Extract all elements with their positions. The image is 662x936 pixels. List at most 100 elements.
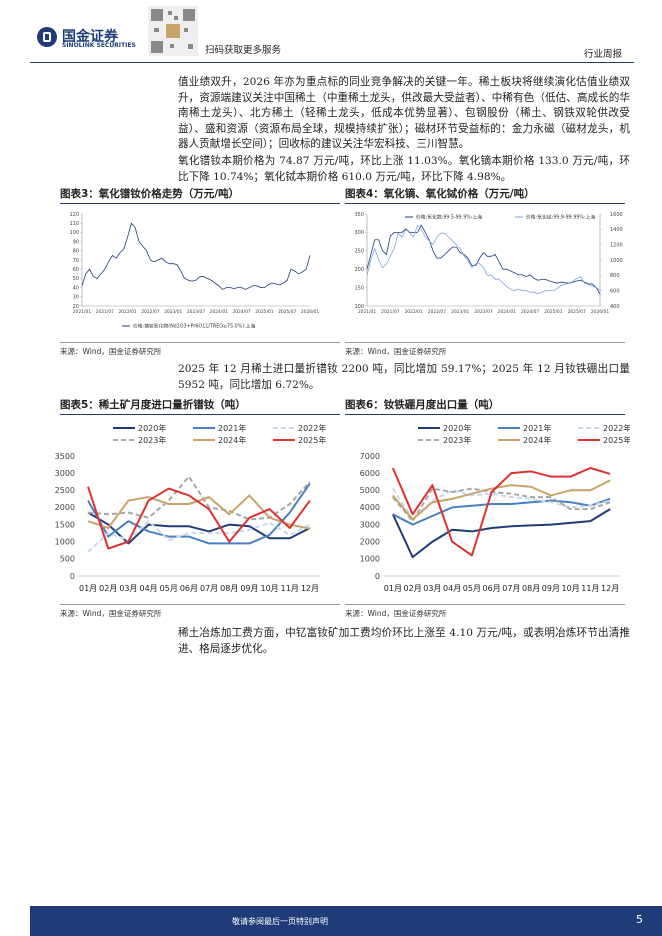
legend-label: 2024年 xyxy=(218,435,246,445)
chart: 100 150 200 250 300 350 400 600 800 1000 1200 1400 1… xyxy=(354,212,623,315)
series-line xyxy=(81,222,311,290)
x-tick-label: 01月 xyxy=(384,584,402,593)
paragraph: 值业绩双升，2026 年亦为重点标的同业竞争解决的关键一年。稀土板块将继续演化估… xyxy=(178,76,630,151)
x-tick-label: 2024/01 xyxy=(498,309,516,315)
x-tick-label: 08月 xyxy=(522,584,540,593)
source: 来源：Wind，国金证券研究所 xyxy=(345,342,625,357)
y-tick-label: 2000 xyxy=(360,538,380,547)
x-tick-label: 2021/01 xyxy=(358,309,376,315)
x-tick-label: 02月 xyxy=(404,584,422,593)
footer-bar xyxy=(30,906,662,936)
legend-label: 2020年 xyxy=(138,423,166,433)
y-tick-label: 3000 xyxy=(360,520,380,529)
y-tick-label: 110 xyxy=(69,221,79,227)
y-tick-label: 2500 xyxy=(55,486,75,495)
x-tick-label: 03月 xyxy=(423,584,441,593)
footer-disclaimer: 敬请参阅最后一页特别声明 xyxy=(232,917,328,926)
series-line xyxy=(87,494,311,530)
series-line xyxy=(392,497,611,526)
x-tick-label: 2025/07 xyxy=(278,309,296,315)
y-tick-label: 7000 xyxy=(360,452,380,461)
qr-code xyxy=(148,6,198,56)
legend-label: 价格:镨钕氧化物(Nd2O3+Pr6O11/TREO≥75.0%):上海 xyxy=(133,323,256,330)
y-tick-label: 90 xyxy=(73,239,79,245)
chart: 0 500 1000 1500 2000 2500 3000 3500 01月 02月 03月 04月… xyxy=(55,423,327,593)
source: 来源：Wind，国金证券研究所 xyxy=(345,604,625,619)
legend-label: 价格:氧化镝:99.5-99.9%:上海 xyxy=(416,214,482,221)
x-tick-label: 2022/07 xyxy=(428,309,446,315)
x-tick-label: 2025/01 xyxy=(544,309,562,315)
y-tick-label: 1500 xyxy=(55,520,75,529)
page-number: 5 xyxy=(636,913,643,926)
header-rule xyxy=(30,62,634,63)
x-tick-label: 09月 xyxy=(542,584,560,593)
series-line xyxy=(366,225,601,295)
x-tick-label: 07月 xyxy=(200,584,218,593)
x-tick-label: 07月 xyxy=(502,584,520,593)
x-tick-label: 2025/07 xyxy=(568,309,586,315)
y-tick-label: 100 xyxy=(354,304,364,310)
figure-title: 图表4：氧化镝、氧化铽价格（万元/吨） xyxy=(345,186,625,204)
series-line xyxy=(87,482,311,545)
x-tick-label: 2024/01 xyxy=(210,309,228,315)
y-tick-label: 20 xyxy=(73,304,79,310)
y2-tick-label: 1600 xyxy=(610,212,623,218)
series-line xyxy=(392,487,611,523)
x-tick-label: 06月 xyxy=(180,584,198,593)
y-tick-label: 0 xyxy=(375,572,380,581)
x-tick-label: 2024/07 xyxy=(521,309,539,315)
legend-label: 2021年 xyxy=(523,423,551,433)
qr-caption: 扫码获取更多服务 xyxy=(205,45,282,56)
y-tick-label: 150 xyxy=(354,285,364,291)
x-tick-label: 2021/01 xyxy=(73,309,91,315)
source: 来源：Wind，国金证券研究所 xyxy=(60,604,340,619)
x-tick-label: 11月 xyxy=(281,584,299,593)
x-tick-label: 10月 xyxy=(260,584,278,593)
y2-tick-label: 800 xyxy=(610,273,620,279)
y-tick-label: 3500 xyxy=(55,452,75,461)
x-tick-label: 2026/01 xyxy=(301,309,319,315)
y-tick-label: 1000 xyxy=(55,538,75,547)
legend-label: 2023年 xyxy=(443,435,471,445)
series-line xyxy=(87,486,311,550)
x-tick-label: 09月 xyxy=(240,584,258,593)
figure-title: 图表3：氧化镨钕价格走势（万元/吨） xyxy=(60,186,340,204)
y-tick-label: 500 xyxy=(60,555,75,564)
y-tick-label: 4000 xyxy=(360,503,380,512)
x-tick-label: 02月 xyxy=(99,584,117,593)
series-line xyxy=(392,479,611,521)
x-tick-label: 05月 xyxy=(160,584,178,593)
y-tick-label: 250 xyxy=(354,249,364,255)
y-tick-label: 3000 xyxy=(55,469,75,478)
series-line xyxy=(87,475,311,521)
x-tick-label: 2022/01 xyxy=(404,309,422,315)
x-tick-label: 2023/01 xyxy=(451,309,469,315)
x-tick-label: 2022/01 xyxy=(118,309,136,315)
report-type: 行业周报 xyxy=(584,49,623,60)
y-tick-label: 70 xyxy=(73,258,79,264)
y-tick-label: 80 xyxy=(73,249,79,255)
y2-tick-label: 400 xyxy=(610,304,620,310)
x-tick-label: 08月 xyxy=(220,584,238,593)
y-tick-label: 60 xyxy=(73,267,79,273)
paragraph: 稀土冶炼加工费方面，中钇富钕矿加工费均价环比上涨至 4.10 万元/吨，或表明冶… xyxy=(178,627,630,655)
series-line xyxy=(392,488,611,521)
x-tick-label: 04月 xyxy=(139,584,157,593)
legend-label: 2022年 xyxy=(603,423,630,433)
y2-tick-label: 1200 xyxy=(610,242,623,248)
x-tick-label: 2024/07 xyxy=(232,309,250,315)
y-tick-label: 5000 xyxy=(360,486,380,495)
legend-label: 2024年 xyxy=(523,435,551,445)
x-tick-label: 10月 xyxy=(562,584,580,593)
y-tick-label: 50 xyxy=(73,276,79,282)
x-tick-label: 01月 xyxy=(79,584,97,593)
legend-label: 2025年 xyxy=(298,435,326,445)
chart: 0 1000 2000 3000 4000 5000 6000 7000 01月 02月 03月 04… xyxy=(360,423,630,593)
y-tick-label: 100 xyxy=(69,230,79,236)
x-tick-label: 2021/07 xyxy=(96,309,114,315)
x-tick-label: 05月 xyxy=(463,584,481,593)
series-line xyxy=(87,511,311,545)
y-tick-label: 200 xyxy=(354,267,364,273)
y-tick-label: 2000 xyxy=(55,503,75,512)
y-tick-label: 6000 xyxy=(360,469,380,478)
